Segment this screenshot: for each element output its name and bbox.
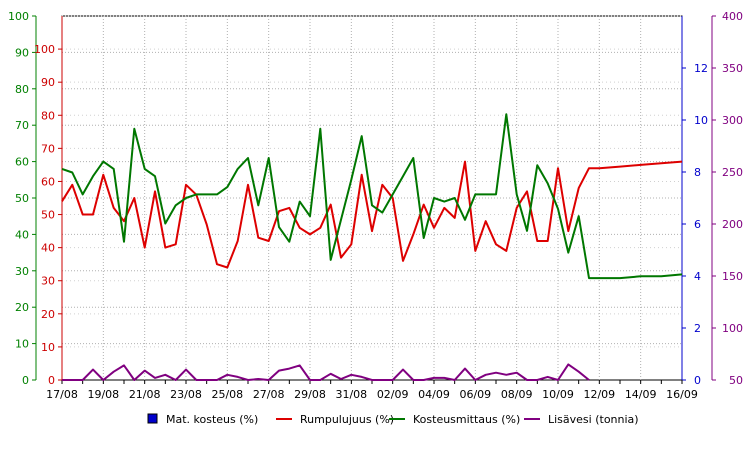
x-axis-tick-label: 16/09: [666, 388, 698, 401]
green-axis-tick-label: 50: [15, 192, 29, 205]
green-axis-tick-label: 60: [15, 156, 29, 169]
series-line-1: [61, 160, 683, 269]
purple-axis-tick-label: 50: [729, 374, 743, 387]
red-axis-tick-label: 50: [41, 209, 55, 222]
purple-axis-tick-label: 400: [722, 10, 743, 23]
legend-label: Mat. kosteus (%): [166, 413, 258, 426]
grid-layer: [61, 15, 683, 381]
blue-axis-tick-label: 6: [694, 218, 701, 231]
series-layer: [61, 113, 683, 381]
red-axis-tick-label: 0: [48, 374, 55, 387]
red-axis-tick-label: 100: [34, 43, 55, 56]
green-axis-tick-label: 100: [8, 10, 29, 23]
green-axis-tick-label: 80: [15, 83, 29, 96]
legend-marker: [147, 413, 158, 424]
red-axis-tick-label: 90: [41, 76, 55, 89]
x-axis-tick-label: 19/08: [87, 388, 119, 401]
purple-axis-tick-label: 200: [722, 218, 743, 231]
red-axis-tick-label: 70: [41, 142, 55, 155]
purple-axis-tick-label: 350: [722, 62, 743, 75]
legend-label: Lisävesi (tonnia): [548, 413, 639, 426]
blue-axis-tick-label: 8: [694, 166, 701, 179]
blue-axis-tick-label: 4: [694, 270, 701, 283]
x-axis-tick-label: 17/08: [46, 388, 78, 401]
red-axis-tick-label: 80: [41, 109, 55, 122]
blue-axis-tick-label: 12: [694, 62, 708, 75]
purple-axis-tick-label: 250: [722, 166, 743, 179]
red-axis-tick-label: 30: [41, 275, 55, 288]
series-line-3: [62, 363, 590, 381]
x-axis-tick-label: 14/09: [625, 388, 657, 401]
x-axis-tick-label: 04/09: [418, 388, 450, 401]
green-axis-tick-label: 10: [15, 338, 29, 351]
blue-axis-tick-label: 10: [694, 114, 708, 127]
x-axis-tick-label: 27/08: [253, 388, 285, 401]
purple-axis-tick-label: 150: [722, 270, 743, 283]
purple-axis-tick-label: 100: [722, 322, 743, 335]
blue-axis-tick-label: 0: [694, 374, 701, 387]
green-axis-tick-label: 40: [15, 228, 29, 241]
x-axis-tick-label: 23/08: [170, 388, 202, 401]
x-axis-tick-label: 29/08: [294, 388, 326, 401]
legend-label: Kosteusmittaus (%): [413, 413, 520, 426]
red-axis-tick-label: 40: [41, 242, 55, 255]
x-axis-tick-label: 31/08: [335, 388, 367, 401]
series-line-2: [61, 113, 683, 280]
red-axis-tick-label: 20: [41, 308, 55, 321]
legend-label: Rumpulujuus (%): [300, 413, 394, 426]
x-axis-tick-label: 25/08: [211, 388, 243, 401]
red-axis-tick-label: 60: [41, 175, 55, 188]
green-axis-tick-label: 0: [22, 374, 29, 387]
x-axis-tick-label: 02/09: [377, 388, 409, 401]
green-axis-tick-label: 70: [15, 119, 29, 132]
x-axis-tick-label: 21/08: [129, 388, 161, 401]
axes-layer: 0102030405060708090100010203040506070809…: [8, 10, 743, 401]
x-axis-tick-label: 12/09: [583, 388, 615, 401]
green-axis-tick-label: 20: [15, 301, 29, 314]
legend: Mat. kosteus (%) Rumpulujuus (%) Kosteusmi…: [147, 413, 639, 426]
green-axis-tick-label: 30: [15, 265, 29, 278]
x-axis-tick-label: 10/09: [542, 388, 574, 401]
x-axis-tick-label: 06/09: [459, 388, 491, 401]
green-axis-tick-label: 90: [15, 46, 29, 59]
blue-axis-tick-label: 2: [694, 322, 701, 335]
purple-axis-tick-label: 300: [722, 114, 743, 127]
x-axis-tick-label: 08/09: [501, 388, 533, 401]
red-axis-tick-label: 10: [41, 341, 55, 354]
